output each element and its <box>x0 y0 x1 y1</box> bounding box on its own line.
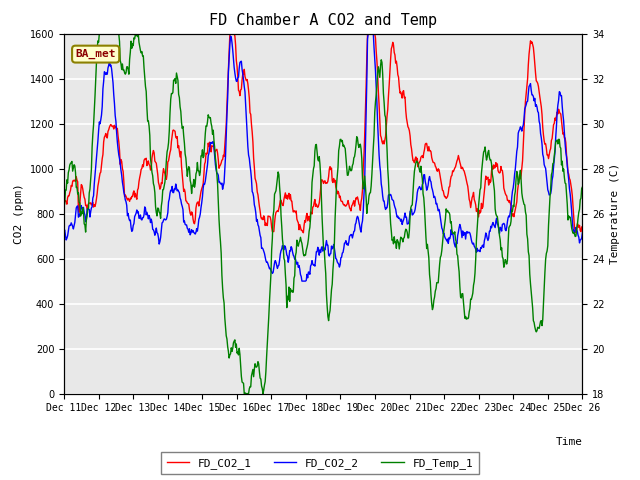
FD_CO2_1 <box>203 151 211 157</box>
FD_CO2_2 <box>403 215 410 220</box>
FD_Temp_1 <box>95 31 103 36</box>
FD_CO2_2 <box>203 166 211 172</box>
FD_Temp_1 <box>241 391 248 396</box>
FD_Temp_1 <box>176 104 184 110</box>
FD_Temp_1 <box>403 227 410 233</box>
FD_Temp_1 <box>124 64 131 70</box>
FD_CO2_2 <box>364 31 372 36</box>
FD_CO2_1 <box>60 195 68 201</box>
FD_CO2_2 <box>387 193 395 199</box>
Y-axis label: CO2 (ppm): CO2 (ppm) <box>14 183 24 244</box>
FD_CO2_1 <box>300 230 307 236</box>
Y-axis label: Temperature (C): Temperature (C) <box>610 163 620 264</box>
Line: FD_CO2_1: FD_CO2_1 <box>64 34 582 233</box>
Line: FD_Temp_1: FD_Temp_1 <box>64 34 582 394</box>
FD_CO2_1 <box>403 115 410 121</box>
FD_CO2_1 <box>70 178 77 183</box>
FD_CO2_2 <box>60 228 68 234</box>
FD_Temp_1 <box>387 228 395 234</box>
Text: BA_met: BA_met <box>76 49 116 59</box>
X-axis label: Time: Time <box>556 437 582 447</box>
FD_CO2_1 <box>123 195 131 201</box>
FD_Temp_1 <box>579 184 586 190</box>
Legend: FD_CO2_1, FD_CO2_2, FD_Temp_1: FD_CO2_1, FD_CO2_2, FD_Temp_1 <box>161 453 479 474</box>
FD_CO2_1 <box>175 148 183 154</box>
FD_CO2_1 <box>227 31 234 36</box>
Line: FD_CO2_2: FD_CO2_2 <box>64 34 582 281</box>
FD_CO2_2 <box>70 226 77 232</box>
FD_CO2_2 <box>298 278 306 284</box>
FD_CO2_2 <box>579 230 586 236</box>
FD_CO2_2 <box>123 203 131 208</box>
FD_Temp_1 <box>70 165 77 171</box>
FD_Temp_1 <box>204 119 211 125</box>
Title: FD Chamber A CO2 and Temp: FD Chamber A CO2 and Temp <box>209 13 437 28</box>
FD_CO2_1 <box>579 226 586 232</box>
FD_CO2_1 <box>387 46 395 51</box>
FD_CO2_2 <box>175 190 183 195</box>
FD_Temp_1 <box>60 204 68 210</box>
